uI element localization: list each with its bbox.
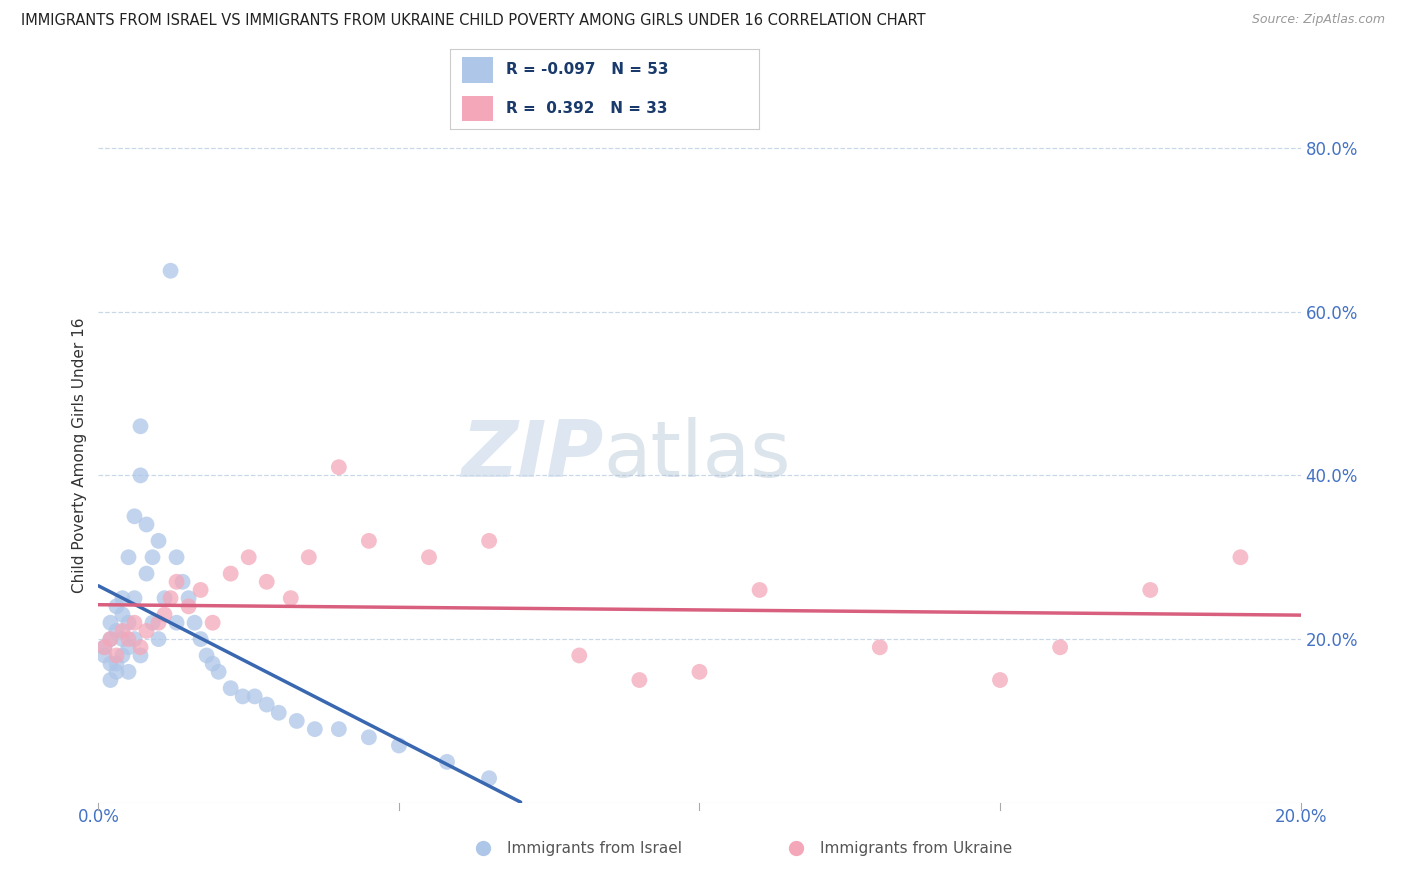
Point	[117, 550, 139, 565]
Point	[748, 582, 770, 597]
Point	[689, 665, 711, 679]
Point	[357, 731, 380, 745]
Point	[219, 566, 242, 581]
Point	[117, 632, 139, 646]
Point	[256, 574, 278, 589]
Point	[129, 640, 152, 655]
Point	[117, 665, 139, 679]
Point	[190, 632, 212, 646]
Point	[105, 648, 128, 663]
Point	[105, 599, 128, 614]
Point	[166, 574, 188, 589]
Point	[117, 640, 139, 655]
Point	[328, 460, 350, 475]
Point	[105, 624, 128, 638]
Point	[105, 665, 128, 679]
Point	[166, 615, 188, 630]
Point	[166, 550, 188, 565]
Point	[111, 632, 134, 646]
Point	[357, 533, 380, 548]
Point	[93, 640, 115, 655]
Point	[129, 468, 152, 483]
Point	[141, 615, 163, 630]
Point	[111, 607, 134, 622]
Point	[129, 419, 152, 434]
Point	[135, 624, 157, 638]
Text: Source: ZipAtlas.com: Source: ZipAtlas.com	[1251, 13, 1385, 27]
Point	[436, 755, 458, 769]
Point	[177, 599, 200, 614]
Point	[418, 550, 440, 565]
Point	[304, 722, 326, 736]
Point	[100, 657, 122, 671]
Point	[478, 533, 501, 548]
Text: R = -0.097   N = 53: R = -0.097 N = 53	[506, 62, 668, 78]
Text: ZIP: ZIP	[461, 417, 603, 493]
Point	[100, 673, 122, 687]
Bar	[463, 57, 494, 83]
Text: Immigrants from Israel: Immigrants from Israel	[508, 840, 682, 855]
Point	[135, 517, 157, 532]
Point	[129, 648, 152, 663]
Point	[124, 509, 146, 524]
Point	[159, 591, 181, 606]
Point	[478, 771, 501, 785]
Text: R =  0.392   N = 33: R = 0.392 N = 33	[506, 101, 666, 116]
Point	[388, 739, 411, 753]
Y-axis label: Child Poverty Among Girls Under 16: Child Poverty Among Girls Under 16	[72, 318, 87, 592]
Text: Immigrants from Ukraine: Immigrants from Ukraine	[820, 840, 1012, 855]
Point	[111, 591, 134, 606]
Point	[135, 566, 157, 581]
Point	[111, 624, 134, 638]
Point	[159, 264, 181, 278]
Point	[148, 615, 170, 630]
Point	[219, 681, 242, 696]
Text: IMMIGRANTS FROM ISRAEL VS IMMIGRANTS FROM UKRAINE CHILD POVERTY AMONG GIRLS UNDE: IMMIGRANTS FROM ISRAEL VS IMMIGRANTS FRO…	[21, 13, 925, 29]
Point	[267, 706, 290, 720]
Point	[93, 640, 115, 655]
Point	[568, 648, 591, 663]
Point	[148, 533, 170, 548]
Point	[869, 640, 891, 655]
Point	[124, 615, 146, 630]
Point	[124, 591, 146, 606]
Point	[195, 648, 218, 663]
Point	[100, 632, 122, 646]
Text: atlas: atlas	[603, 417, 790, 493]
Point	[1049, 640, 1071, 655]
Point	[190, 582, 212, 597]
Point	[105, 657, 128, 671]
Point	[93, 648, 115, 663]
Point	[172, 574, 194, 589]
Point	[100, 632, 122, 646]
Bar	[463, 95, 494, 121]
Point	[280, 591, 302, 606]
Point	[1139, 582, 1161, 597]
Point	[1229, 550, 1251, 565]
Point	[628, 673, 651, 687]
Point	[177, 591, 200, 606]
Point	[208, 665, 231, 679]
Point	[238, 550, 260, 565]
Point	[183, 615, 205, 630]
Point	[100, 615, 122, 630]
Point	[285, 714, 308, 728]
Point	[988, 673, 1011, 687]
Point	[256, 698, 278, 712]
Point	[298, 550, 321, 565]
Point	[153, 607, 176, 622]
Point	[232, 690, 254, 704]
Point	[111, 648, 134, 663]
Point	[117, 615, 139, 630]
Point	[153, 591, 176, 606]
Point	[243, 690, 266, 704]
Point	[201, 657, 224, 671]
Point	[148, 632, 170, 646]
Point	[328, 722, 350, 736]
Point	[141, 550, 163, 565]
Point	[201, 615, 224, 630]
Point	[124, 632, 146, 646]
